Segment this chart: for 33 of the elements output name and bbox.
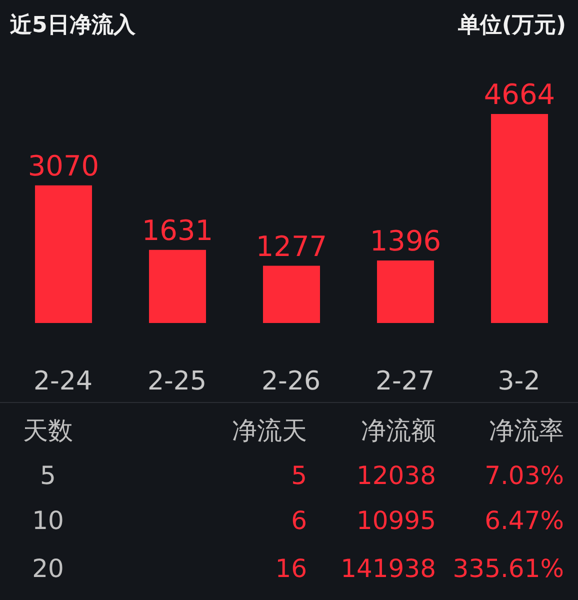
bar	[263, 266, 320, 323]
text: 10	[32, 506, 64, 535]
text: 净流额	[361, 416, 436, 445]
chart-subtitle: 单位(万元)	[458, 12, 566, 40]
text: 10995	[356, 506, 436, 535]
text: 天数	[23, 416, 73, 445]
data-label: 4664	[484, 78, 556, 111]
text: 7.03%	[484, 460, 564, 490]
x-tick-label: 2-27	[375, 366, 435, 396]
text: 净流率	[489, 416, 564, 445]
bar	[149, 250, 206, 323]
x-tick-label: 2-25	[147, 366, 207, 396]
x-tick-label: 2-26	[261, 366, 321, 396]
text: 335.61%	[452, 554, 564, 583]
text: 5	[291, 460, 307, 490]
x-tick-label: 3-2	[498, 366, 540, 396]
text: 5	[40, 460, 56, 490]
text: 141938	[340, 554, 436, 583]
x-tick-label: 2-24	[33, 366, 93, 396]
text: 20	[32, 554, 64, 583]
text: 6	[291, 506, 307, 535]
text: 净流天	[232, 416, 307, 445]
data-label: 1631	[142, 214, 214, 247]
text: 16	[275, 554, 307, 583]
bar	[35, 185, 92, 323]
data-label: 1277	[256, 230, 328, 263]
bar	[491, 114, 548, 323]
data-label: 1396	[370, 224, 442, 258]
text: 12038	[356, 460, 436, 490]
chart-title: 近5日净流入	[10, 12, 136, 40]
data-label: 3070	[28, 149, 100, 182]
bar	[377, 260, 434, 323]
text: 6.47%	[484, 506, 564, 535]
